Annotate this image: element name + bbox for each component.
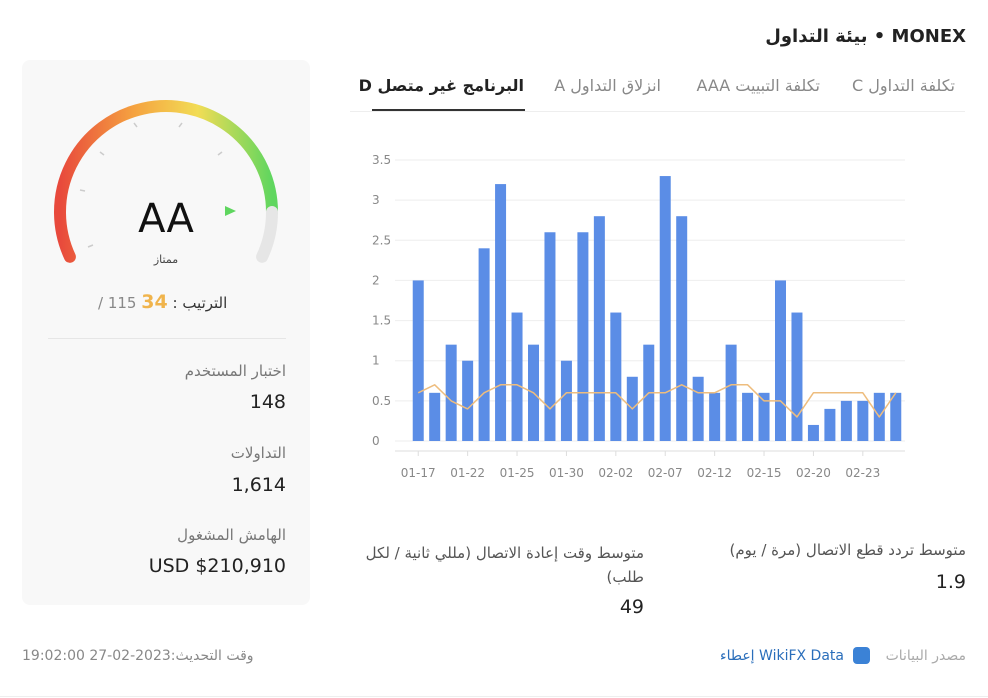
stat-label: التداولات — [230, 444, 286, 462]
gauge-pointer — [225, 206, 236, 216]
bar — [412, 280, 424, 441]
x-tick-label: 01-17 — [401, 466, 436, 480]
metric-label: متوسط وقت إعادة الاتصال (مللي ثانية / لك… — [365, 544, 644, 586]
x-tick-label: 01-22 — [450, 466, 485, 480]
stat-value: USD $210,910 — [148, 555, 286, 577]
grade: AA — [138, 196, 194, 242]
bar — [593, 216, 605, 441]
bar — [478, 248, 490, 441]
tab[interactable]: انزلاق التداول A — [554, 76, 661, 95]
x-tick-label: 02-02 — [598, 466, 633, 480]
bar — [857, 400, 869, 441]
y-tick-label: 3.5 — [372, 153, 391, 167]
rank-row: / 115 34 : الترتيب — [98, 291, 228, 313]
bottom-rule — [0, 696, 988, 697]
gauge-rest — [256, 206, 279, 263]
gauge: AA ممتاز — [54, 100, 279, 266]
bar — [462, 360, 474, 441]
bar — [692, 376, 704, 441]
source-icon — [853, 647, 870, 664]
x-tick-label: 02-15 — [747, 466, 782, 480]
tab-active[interactable]: البرنامج غير متصل D — [358, 76, 524, 95]
rank-label: الترتيب — [182, 294, 228, 312]
bar — [495, 184, 507, 442]
rating-card: AA ممتاز / 115 34 : الترتيب اختبار المست… — [22, 60, 310, 605]
bar — [840, 400, 852, 441]
grade-text: ممتاز — [153, 253, 178, 266]
source-label: مصدر البيانات — [885, 648, 966, 664]
y-tick-label: 1.5 — [372, 314, 391, 328]
bar — [445, 344, 457, 441]
updated-time: وقت التحديث:2023-02-27 19:02:00 — [22, 648, 254, 664]
bar — [544, 232, 556, 441]
bar — [659, 176, 671, 442]
tab-divider — [350, 111, 965, 112]
x-tick-label: 01-30 — [549, 466, 584, 480]
y-tick-label: 1 — [372, 354, 380, 368]
bar — [560, 360, 572, 441]
chart: 0 0.5 1 1.5 2 2.5 3 3.5 01-17 01-22 01-25 01-30 02-0… — [372, 153, 905, 480]
tab[interactable]: تكلفة التبييت AAA — [696, 76, 820, 95]
rank-total: / 115 — [98, 294, 137, 312]
bar — [577, 232, 589, 441]
bar — [890, 392, 902, 441]
y-tick-label: 0.5 — [372, 394, 391, 408]
stat-value: 1,614 — [231, 474, 286, 496]
x-tick-label: 02-23 — [845, 466, 880, 480]
tab-underline — [372, 109, 525, 111]
x-tick-label: 02-20 — [796, 466, 831, 480]
tab[interactable]: تكلفة التداول C — [852, 76, 955, 95]
bar — [725, 344, 737, 441]
x-tick-label: 01-25 — [500, 466, 535, 480]
stat-label: اختبار المستخدم — [184, 362, 286, 380]
bar — [807, 424, 819, 441]
bar — [610, 312, 622, 441]
page-title: MONEX • بيئة التداول — [765, 26, 966, 47]
metric-value: 1.9 — [935, 571, 966, 593]
rank: 34 — [141, 291, 168, 313]
stat-value: 148 — [249, 391, 286, 413]
metric-value: 49 — [619, 596, 644, 618]
bar — [709, 392, 721, 441]
divider — [48, 338, 286, 339]
gauge-arc — [54, 100, 278, 263]
bar — [775, 280, 786, 441]
y-tick-label: 2 — [372, 273, 380, 287]
bar — [676, 216, 688, 441]
bar — [758, 392, 770, 441]
bar — [742, 392, 754, 441]
gauge-ticks — [79, 122, 223, 248]
line — [417, 384, 897, 418]
stat-label: الهامش المشغول — [177, 526, 286, 544]
bar — [791, 312, 803, 441]
bar — [511, 312, 523, 441]
x-tick-label: 02-12 — [697, 466, 732, 480]
source-link[interactable]: WikiFX Data إعطاء — [720, 648, 844, 664]
y-tick-label: 3 — [372, 193, 380, 207]
y-tick-label: 2.5 — [372, 233, 391, 247]
x-tick-label: 02-07 — [648, 466, 683, 480]
bar — [824, 408, 836, 441]
metric-label: متوسط تردد قطع الاتصال (مرة / يوم) — [729, 541, 966, 559]
y-tick-label: 0 — [372, 434, 380, 448]
bar — [429, 392, 441, 441]
